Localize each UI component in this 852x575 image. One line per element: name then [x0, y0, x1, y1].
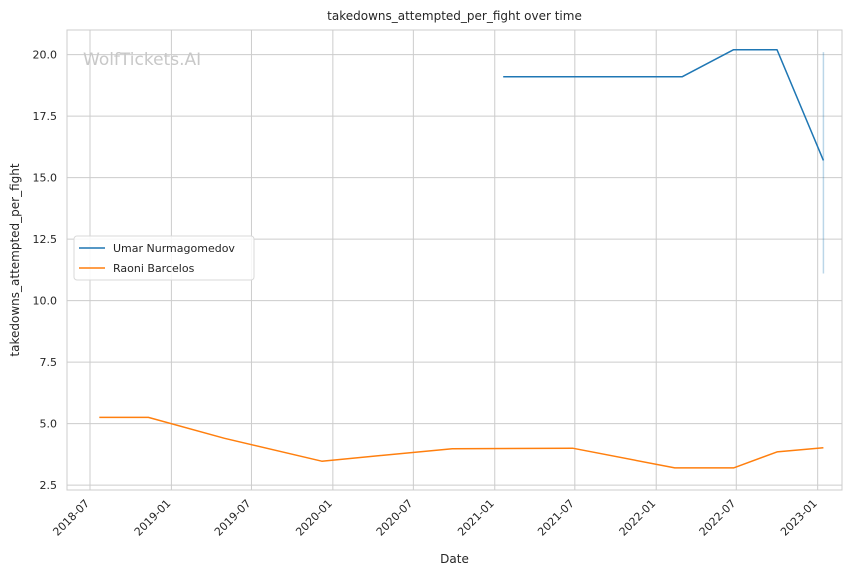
x-axis-label: Date [440, 552, 469, 566]
plot-frame [66, 29, 843, 491]
series-layer [99, 48, 825, 469]
chart-title: takedowns_attempted_per_fight over time [327, 9, 582, 23]
grid [67, 30, 842, 490]
legend-label-umar: Umar Nurmagomedov [113, 242, 235, 255]
legend: Umar Nurmagomedov Raoni Barcelos [73, 235, 255, 281]
y-tick-label: 2.5 [40, 479, 58, 492]
y-tick-label: 5.0 [40, 418, 58, 431]
y-tick-label: 10.0 [33, 295, 58, 308]
y-axis-label: takedowns_attempted_per_fight [8, 163, 22, 356]
series-line-raoni-barcelos [99, 416, 824, 469]
legend-box [73, 235, 255, 281]
y-tick-label: 15.0 [33, 172, 58, 185]
legend-label-raoni: Raoni Barcelos [113, 262, 195, 275]
y-tick-label: 20.0 [33, 49, 58, 62]
watermark: WolfTickets.AI [83, 50, 201, 70]
y-tick-label: 12.5 [33, 233, 58, 246]
series-line-umar-nurmagomedov [503, 48, 825, 161]
y-tick-label: 7.5 [40, 356, 58, 369]
y-tick-label: 17.5 [33, 110, 58, 123]
